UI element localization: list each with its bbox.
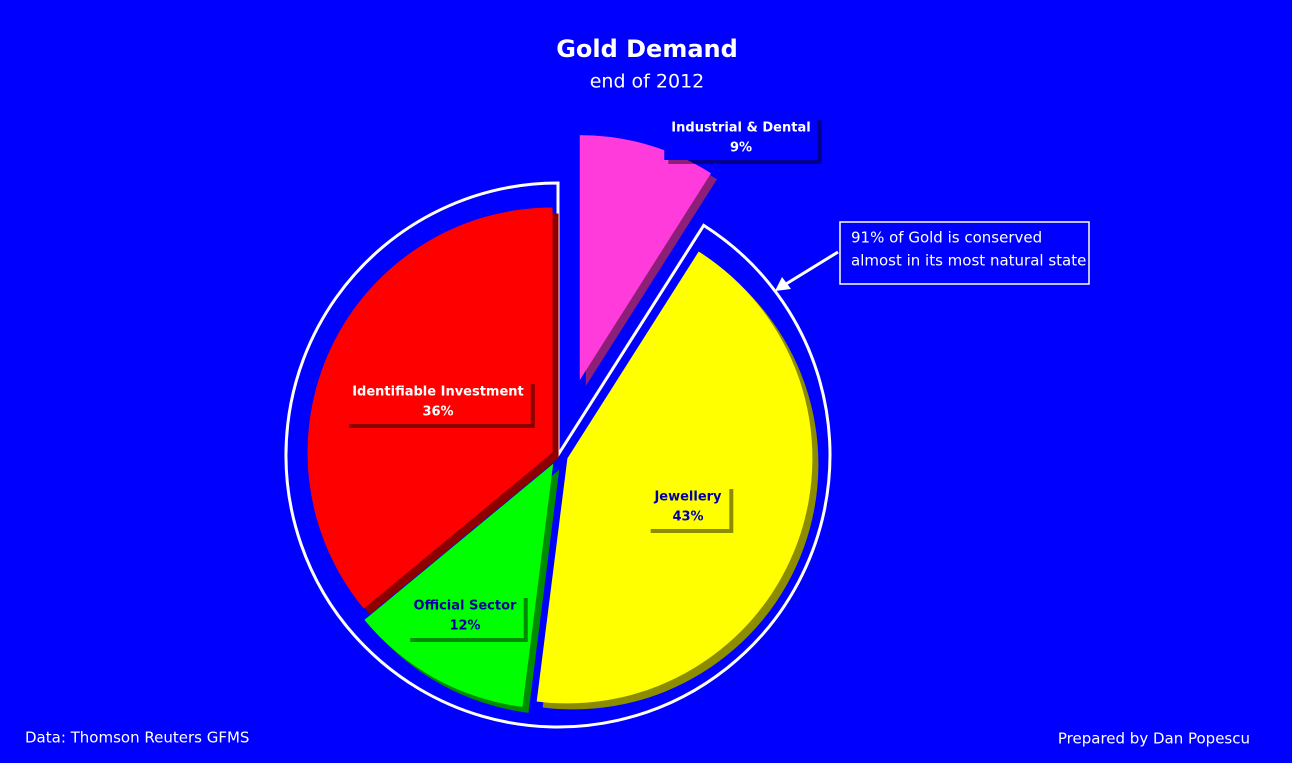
slice-value-label: 36% — [422, 405, 453, 420]
label-box — [406, 594, 524, 638]
annotation-arrowhead — [775, 277, 791, 291]
source-note: Data: Thomson Reuters GFMS — [25, 729, 249, 747]
label-box — [345, 380, 531, 424]
slice — [579, 135, 712, 381]
slice-value-label: 43% — [672, 510, 703, 525]
slice-label: Industrial & Dental — [671, 121, 810, 136]
slice — [364, 463, 554, 707]
credit-note: Prepared by Dan Popescu — [1058, 730, 1250, 748]
slice-label: Identifiable Investment — [352, 385, 524, 400]
annotation-text: almost in its most natural state — [851, 252, 1086, 270]
pie: Industrial & Dental 9% Jewellery 43% Officia… — [284, 116, 832, 729]
slice-label: Jewellery — [653, 490, 722, 505]
slice-value-label: 9% — [730, 141, 752, 156]
chart-subtitle: end of 2012 — [590, 71, 705, 93]
slice-label: Official Sector — [414, 599, 517, 614]
slice-value-label: 12% — [449, 619, 480, 634]
slice — [536, 251, 813, 704]
label-box — [646, 485, 730, 529]
annotation-arrow — [785, 250, 839, 286]
label-box — [664, 116, 818, 160]
annotation-text: 91% of Gold is conserved — [851, 229, 1042, 247]
chart-title: Gold Demand — [556, 35, 738, 63]
annotation-box — [839, 221, 1090, 285]
